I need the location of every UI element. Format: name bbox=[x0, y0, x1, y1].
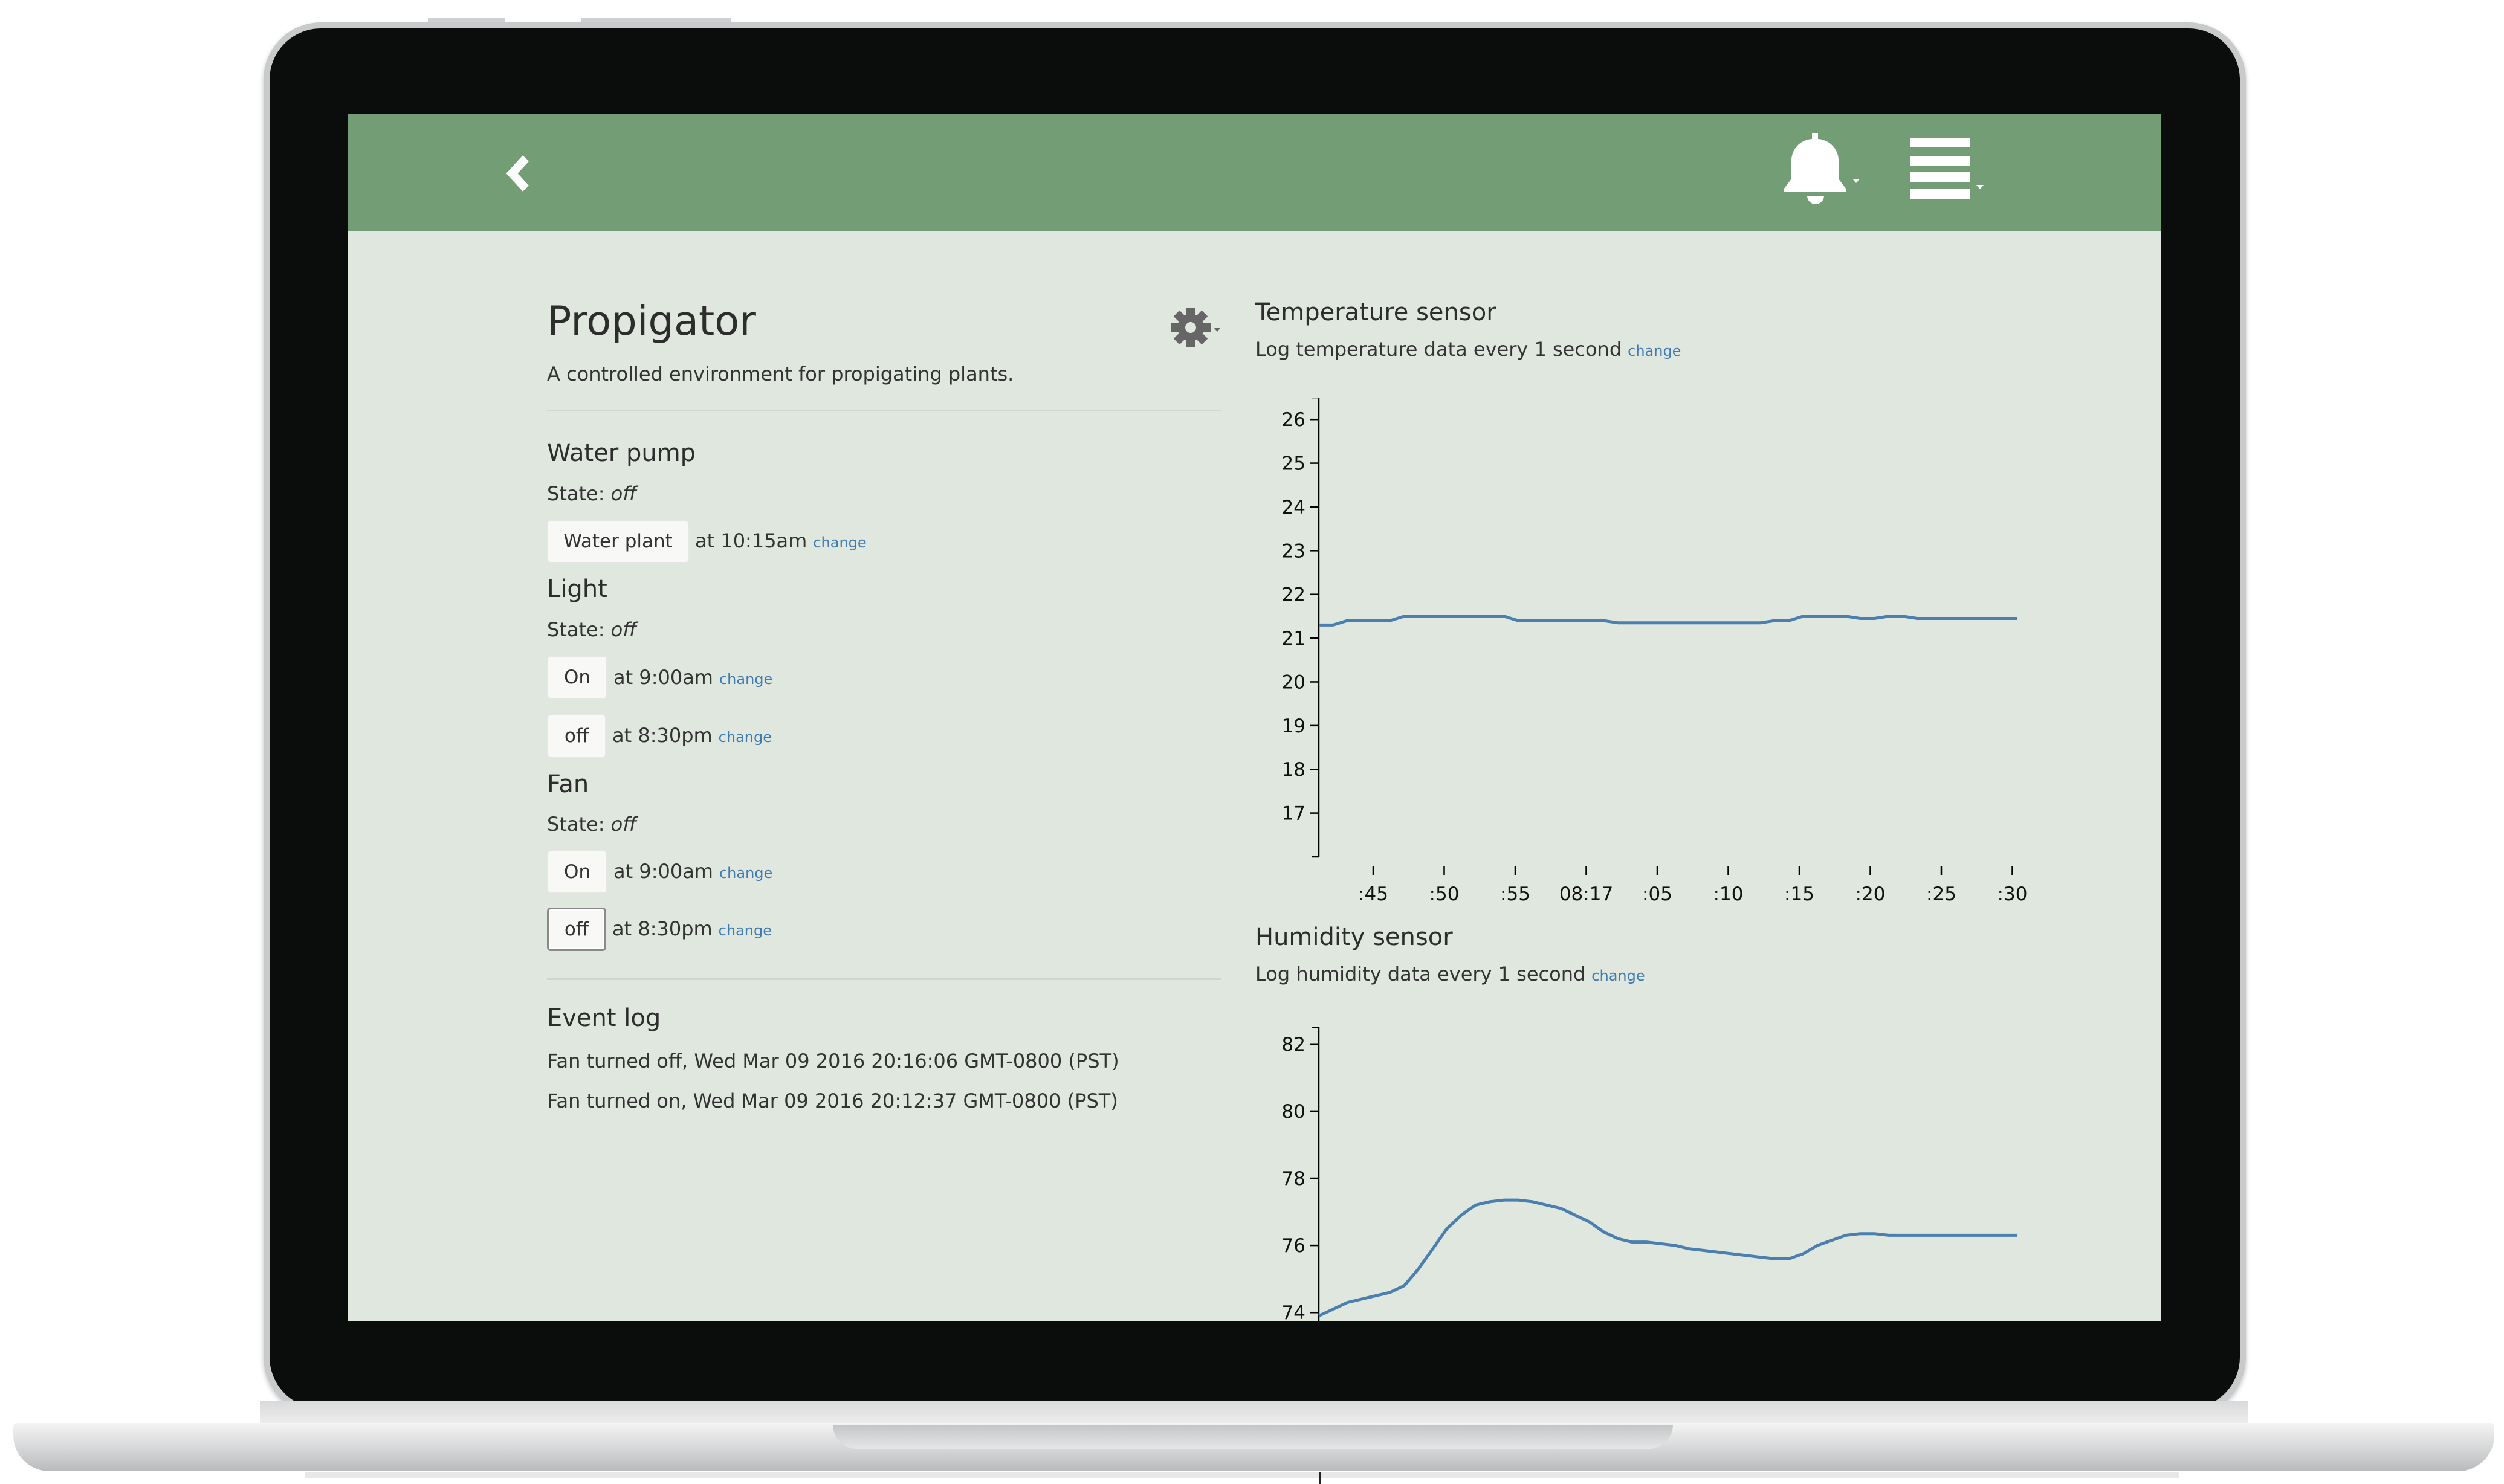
data-line bbox=[1318, 1198, 2017, 1318]
main-menu-button[interactable] bbox=[1910, 135, 1994, 213]
state-label: State: bbox=[547, 618, 605, 641]
schedule-time: at 9:00am change bbox=[613, 860, 772, 883]
light-on-button[interactable]: On bbox=[547, 656, 607, 699]
schedule-time: at 10:15am change bbox=[695, 529, 867, 552]
top-bar bbox=[348, 114, 2161, 231]
divider bbox=[547, 978, 1221, 980]
x-tick-label: 08:17 bbox=[1559, 883, 1613, 905]
state-label: State: bbox=[547, 482, 605, 505]
section-title-fan: Fan bbox=[547, 770, 589, 798]
change-link[interactable]: change bbox=[719, 865, 773, 882]
laptop-base-shadow bbox=[305, 1472, 2179, 1478]
x-tick-label: :15 bbox=[1784, 883, 1814, 905]
laptop-base-groove bbox=[833, 1425, 1673, 1449]
state-label: State: bbox=[547, 813, 605, 836]
x-tick-label: :50 bbox=[1429, 883, 1460, 905]
menu-icon bbox=[1910, 138, 1984, 199]
schedule-time-text: at 9:00am bbox=[613, 666, 713, 689]
fan-state: State: off bbox=[547, 813, 636, 836]
humidity-log-interval: Log humidity data every 1 second bbox=[1255, 963, 1586, 986]
temperature-chart: 17 18 19 20 21 22 23 24 25 26 :45 :50 :55 08:17 :05 :10… bbox=[1282, 398, 2028, 905]
light-off-button[interactable]: off bbox=[547, 714, 606, 758]
x-tick-label: :55 bbox=[1500, 883, 1530, 905]
schedule-time: at 8:30pm change bbox=[612, 917, 772, 940]
y-tick-label: 74 bbox=[1282, 1302, 1305, 1321]
temperature-log-interval: Log temperature data every 1 second bbox=[1255, 338, 1622, 361]
y-tick-label: 82 bbox=[1282, 1034, 1305, 1056]
section-title-water-pump: Water pump bbox=[547, 439, 696, 467]
state-value: off bbox=[610, 813, 637, 836]
laptop-hinge bbox=[260, 1401, 2248, 1426]
change-link[interactable]: change bbox=[718, 729, 772, 746]
y-tick-label: 23 bbox=[1282, 540, 1305, 562]
app-screen: Propigator A controlled environment for … bbox=[348, 114, 2161, 1321]
bell-icon bbox=[1784, 133, 1860, 204]
page-title: Propigator bbox=[547, 297, 756, 344]
fan-on-button[interactable]: On bbox=[547, 850, 607, 894]
y-tick-label: 78 bbox=[1282, 1168, 1305, 1190]
y-tick-label: 19 bbox=[1282, 715, 1305, 737]
log-entry: Fan turned off, Wed Mar 09 2016 20:16:06… bbox=[547, 1050, 1119, 1073]
divider bbox=[547, 410, 1221, 411]
x-tick-label: :25 bbox=[1926, 883, 1956, 905]
schedule-time: at 8:30pm change bbox=[612, 724, 772, 747]
section-title-event-log: Event log bbox=[547, 1004, 661, 1032]
fan-off-button[interactable]: off bbox=[547, 908, 606, 951]
change-link[interactable]: change bbox=[718, 922, 772, 939]
y-tick-label: 24 bbox=[1282, 497, 1305, 518]
change-link[interactable]: change bbox=[813, 534, 867, 551]
lid-edge-highlight bbox=[428, 18, 505, 22]
change-link[interactable]: change bbox=[719, 671, 773, 688]
gear-icon bbox=[1171, 308, 1220, 347]
water-plant-button[interactable]: Water plant bbox=[547, 520, 689, 563]
device-page: Propigator A controlled environment for … bbox=[348, 231, 2161, 1321]
state-value: off bbox=[610, 482, 637, 505]
temperature-sensor-subtitle: Log temperature data every 1 second chang… bbox=[1255, 338, 1681, 361]
y-tick-label: 17 bbox=[1282, 803, 1305, 825]
notifications-button[interactable] bbox=[1780, 132, 1865, 210]
schedule-time-text: at 9:00am bbox=[613, 860, 713, 883]
x-tick-label: :20 bbox=[1855, 883, 1886, 905]
x-tick-label: :30 bbox=[1998, 883, 2028, 905]
y-tick-label: 21 bbox=[1282, 628, 1305, 650]
y-tick-label: 18 bbox=[1282, 759, 1305, 781]
schedule-time-text: at 8:30pm bbox=[612, 917, 713, 940]
section-title-light: Light bbox=[547, 575, 607, 603]
x-tick-label: :45 bbox=[1358, 883, 1388, 905]
lid-edge-highlight bbox=[581, 18, 731, 22]
x-tick-label: :05 bbox=[1642, 883, 1672, 905]
humidity-sensor-title: Humidity sensor bbox=[1255, 923, 1453, 951]
y-tick-label: 26 bbox=[1282, 409, 1305, 431]
schedule-time: at 9:00am change bbox=[613, 666, 772, 689]
humidity-sensor-subtitle: Log humidity data every 1 second change bbox=[1255, 963, 1645, 986]
back-chevron-icon bbox=[506, 155, 529, 192]
schedule-time-text: at 10:15am bbox=[695, 529, 807, 552]
y-tick-label: 25 bbox=[1282, 453, 1305, 475]
device-settings-button[interactable] bbox=[1170, 306, 1224, 355]
laptop-center-mark bbox=[1319, 1472, 1321, 1484]
y-tick-label: 76 bbox=[1282, 1235, 1305, 1257]
temperature-sensor-title: Temperature sensor bbox=[1255, 298, 1496, 326]
change-link[interactable]: change bbox=[1591, 967, 1645, 984]
change-link[interactable]: change bbox=[1628, 343, 1681, 360]
state-value: off bbox=[610, 618, 637, 641]
x-tick-label: :10 bbox=[1713, 883, 1744, 905]
schedule-time-text: at 8:30pm bbox=[612, 724, 713, 747]
y-tick-label: 20 bbox=[1282, 671, 1305, 693]
light-state: State: off bbox=[547, 618, 636, 641]
log-entry: Fan turned on, Wed Mar 09 2016 20:12:37 … bbox=[547, 1089, 1118, 1112]
data-line bbox=[1319, 615, 2017, 627]
back-button[interactable] bbox=[499, 145, 541, 199]
y-tick-label: 22 bbox=[1282, 584, 1305, 606]
water-pump-state: State: off bbox=[547, 482, 636, 505]
y-tick-label: 80 bbox=[1282, 1101, 1305, 1123]
device-description: A controlled environment for propigating… bbox=[547, 363, 1014, 386]
humidity-chart: 74 76 78 80 82 bbox=[1282, 1027, 2017, 1321]
